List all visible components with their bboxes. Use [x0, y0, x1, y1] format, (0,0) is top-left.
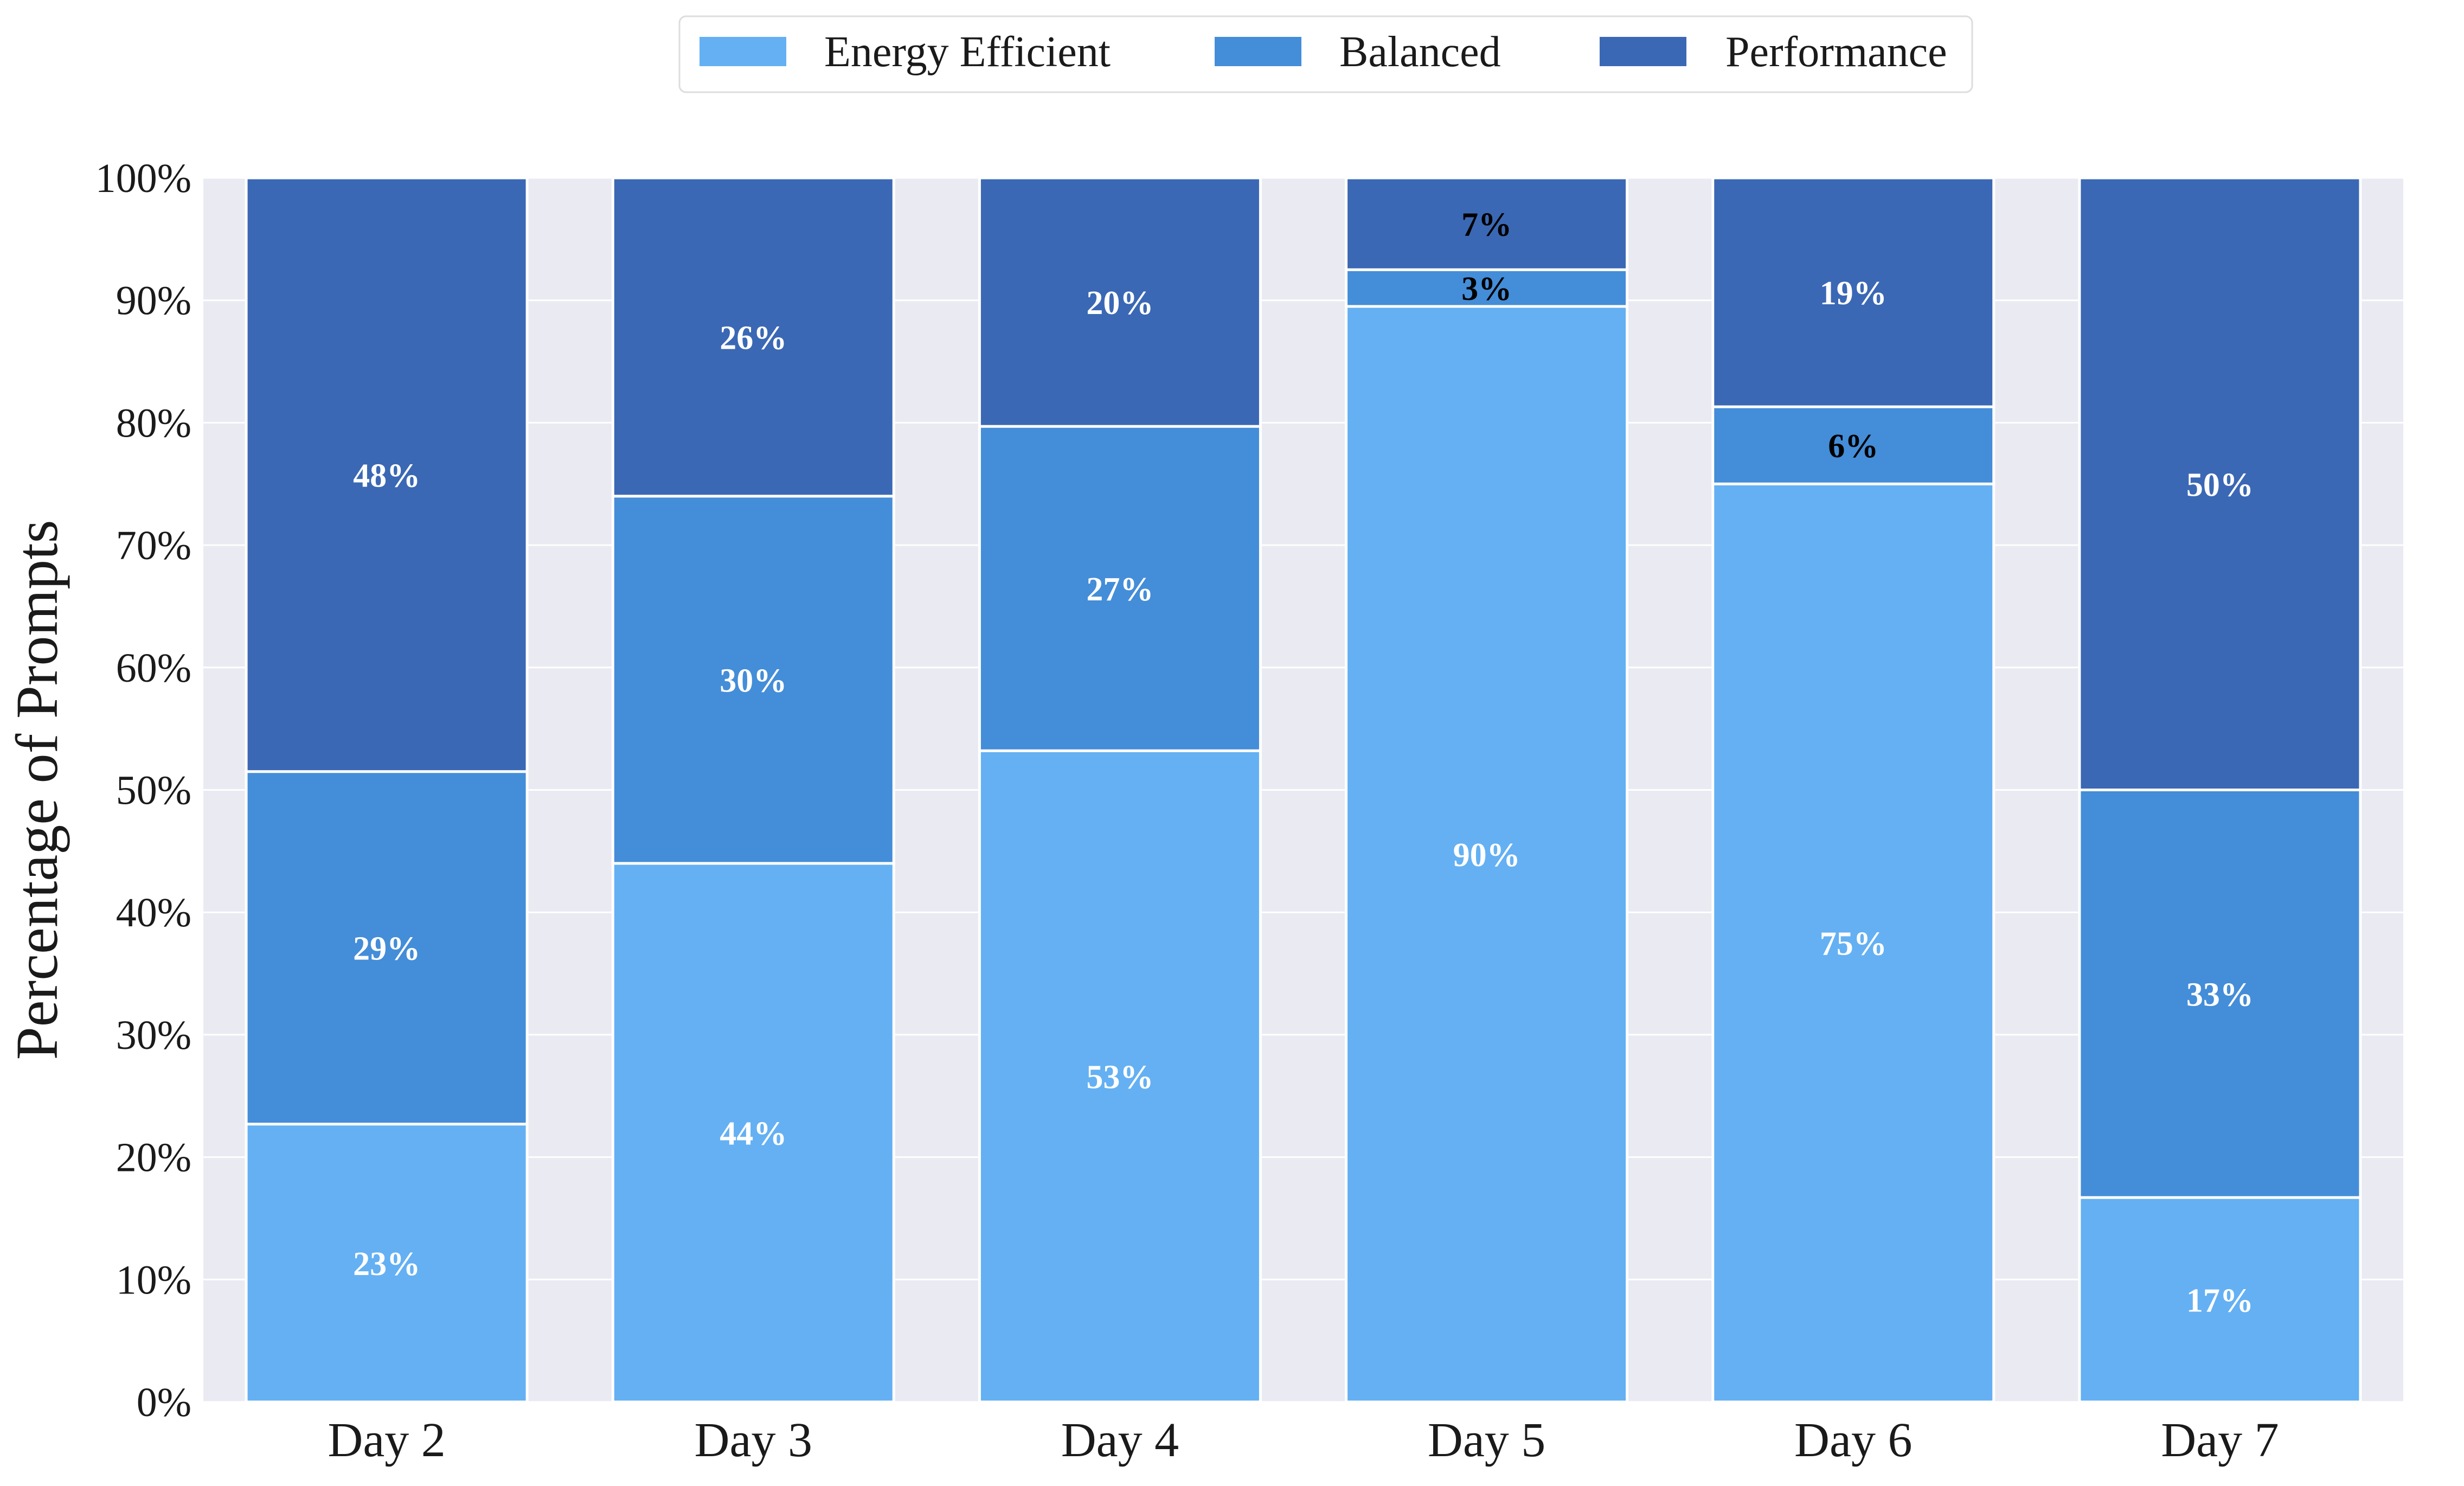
x-tick-label: Day 2 — [328, 1413, 445, 1467]
data-label: 30% — [720, 662, 787, 699]
bar-segment-balanced — [978, 425, 1262, 752]
y-tick-label: 100% — [95, 156, 191, 201]
y-tick-label: 40% — [116, 890, 191, 936]
bar-segment-performance — [978, 176, 1262, 428]
legend-box — [678, 15, 1973, 93]
bar-segment-balanced — [2078, 789, 2362, 1199]
y-axis-label: Percentage of Prompts — [4, 520, 70, 1060]
y-tick-label: 90% — [116, 278, 191, 324]
data-label: 29% — [353, 931, 420, 968]
x-axis-ticks: Day 2 Day 3 Day 4 Day 5 Day 6 Day 7 — [328, 1413, 2279, 1467]
data-label: 90% — [1453, 837, 1520, 874]
x-tick-label: Day 3 — [695, 1413, 812, 1467]
legend-swatch — [1215, 37, 1301, 66]
data-label: 33% — [2186, 976, 2254, 1013]
bars: 23% 29% 48% 44% 30% 26% 53% 27% 20% 90% 3% 7% 75% 6% 1… — [245, 176, 2362, 1404]
bar-segment-energy-efficient — [611, 862, 895, 1404]
data-label: 50% — [2186, 466, 2254, 503]
bar-segment-performance — [611, 176, 895, 498]
y-tick-label: 50% — [116, 768, 191, 814]
data-label: 27% — [1086, 571, 1153, 608]
gridlines — [203, 177, 2403, 1403]
legend-label: Energy Efficient — [824, 28, 1111, 76]
y-tick-label: 10% — [116, 1257, 191, 1303]
x-tick-label: Day 5 — [1428, 1413, 1545, 1467]
bar-segment-balanced — [1345, 268, 1629, 308]
data-label: 3% — [1461, 271, 1512, 308]
bar-segment-performance — [1711, 176, 1995, 408]
bar-segment-energy-efficient — [245, 1123, 529, 1404]
legend-swatch — [700, 37, 786, 66]
data-label: 26% — [720, 319, 787, 356]
bar-segment-performance — [1345, 176, 1629, 271]
legend-swatch — [1600, 37, 1686, 66]
y-tick-label: 20% — [116, 1135, 191, 1181]
data-label: 20% — [1086, 285, 1153, 322]
y-tick-label: 0% — [137, 1380, 191, 1425]
data-label: 23% — [353, 1246, 420, 1283]
x-tick-label: Day 7 — [2161, 1413, 2279, 1467]
x-tick-label: Day 6 — [1794, 1413, 1912, 1467]
data-label: 53% — [1086, 1059, 1153, 1096]
bar-segment-performance — [245, 176, 529, 773]
bar-segment-energy-efficient — [1345, 305, 1629, 1404]
data-label: 6% — [1828, 428, 1878, 465]
legend-label: Performance — [1725, 28, 1947, 76]
data-label: 48% — [353, 457, 420, 494]
data-label: 19% — [1820, 275, 1887, 312]
y-tick-label: 80% — [116, 400, 191, 446]
bar-segment-balanced — [245, 770, 529, 1126]
data-label: 17% — [2186, 1283, 2254, 1320]
x-tick-label: Day 4 — [1061, 1413, 1179, 1467]
bar-segment-balanced — [611, 495, 895, 865]
y-axis-ticks: 0% 10% 20% 30% 40% 50% 60% 70% 80% 90% 100% — [95, 156, 191, 1425]
y-tick-label: 60% — [116, 645, 191, 691]
bar-segment-energy-efficient — [978, 749, 1262, 1404]
legend-label: Balanced — [1339, 28, 1501, 76]
data-label: 75% — [1820, 926, 1887, 963]
data-label: 44% — [720, 1115, 787, 1152]
y-tick-label: 30% — [116, 1013, 191, 1058]
y-tick-label: 70% — [116, 523, 191, 568]
legend: Energy Efficient Balanced Performance — [678, 15, 1973, 93]
bar-segment-performance — [2078, 176, 2362, 791]
data-label: 7% — [1461, 207, 1512, 244]
bar-segment-energy-efficient — [1711, 482, 1995, 1404]
